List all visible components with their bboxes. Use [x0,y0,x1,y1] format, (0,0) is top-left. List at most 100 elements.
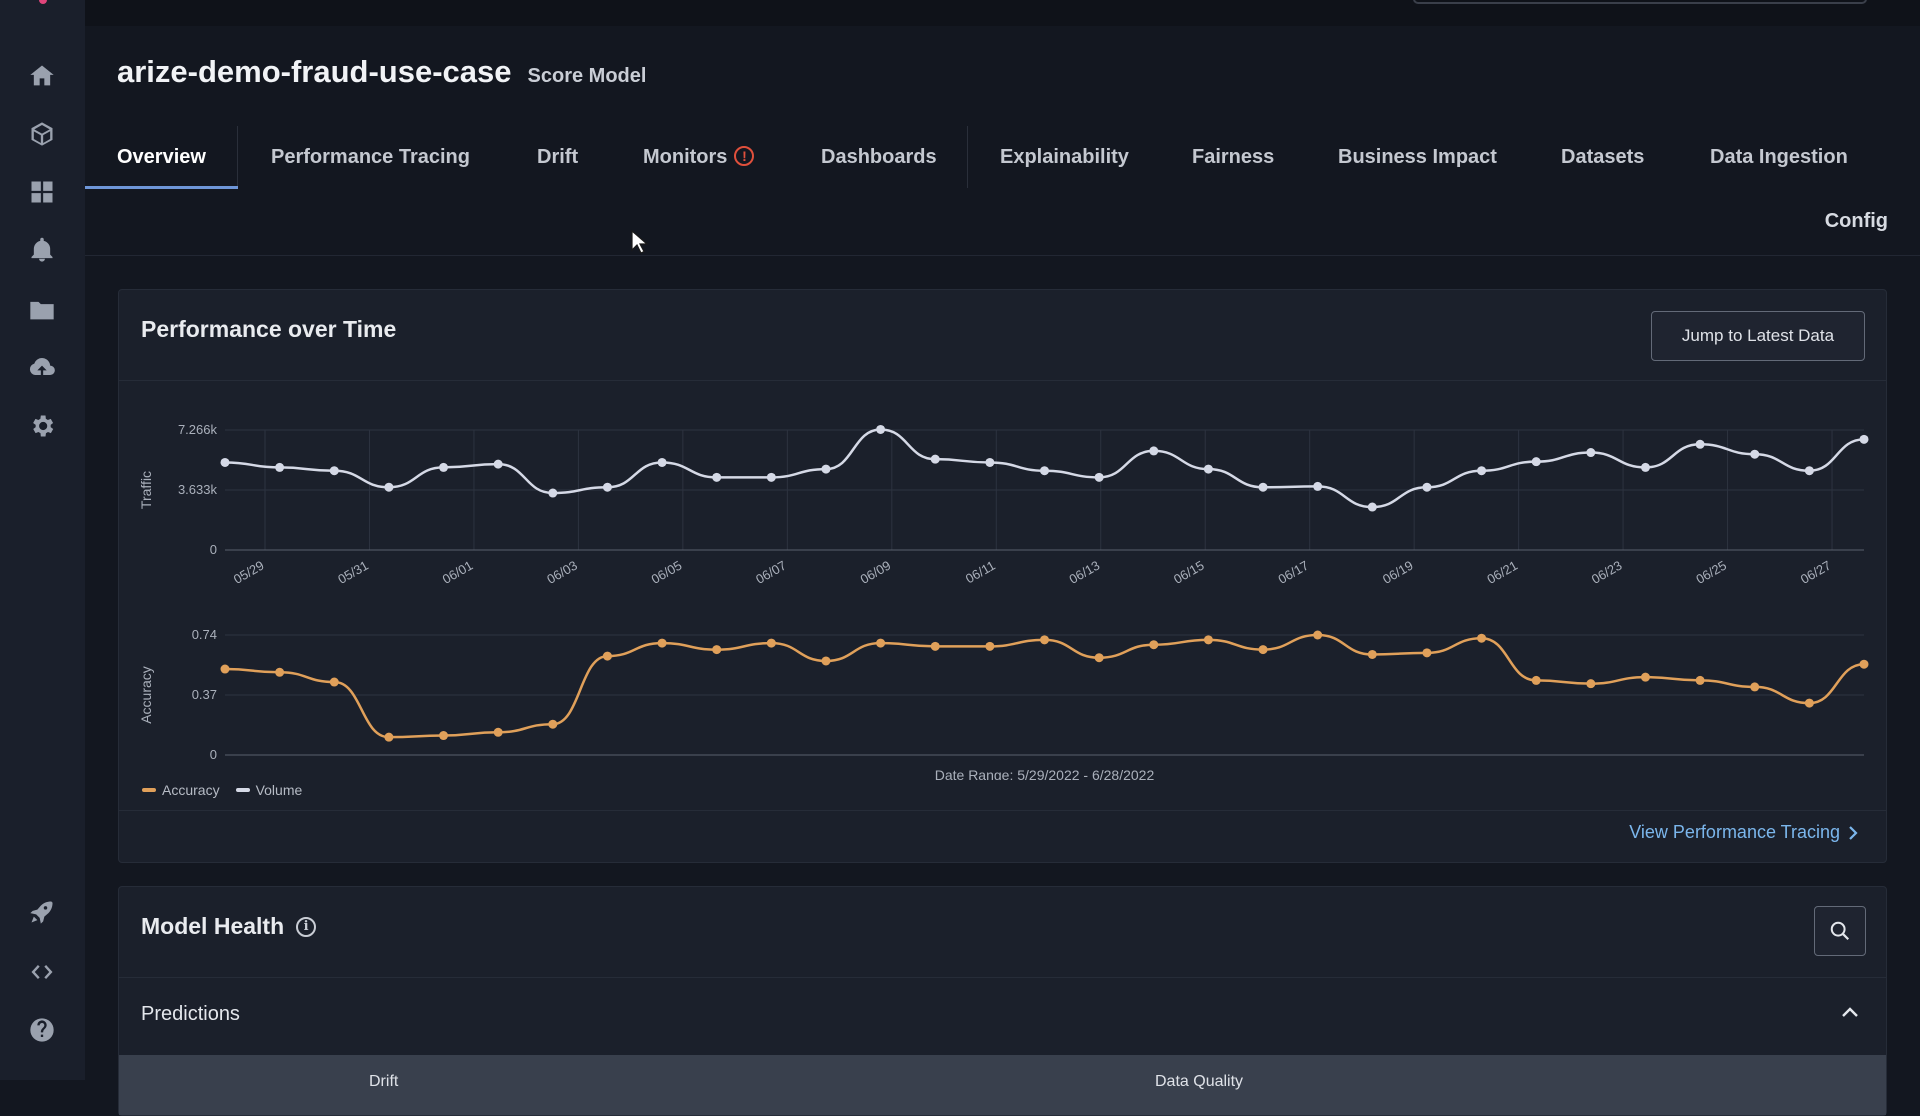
data-point [1313,481,1323,491]
model-health-card: Model Health i Predictions Drift Data Qu… [118,886,1887,1116]
health-table-header: Drift Data Quality [119,1055,1886,1115]
data-point [1203,635,1213,645]
chevron-up-icon[interactable] [1840,1003,1860,1023]
page-subtitle: Score Model [527,65,647,87]
divider [85,255,1920,256]
grid-icon[interactable] [26,176,58,208]
page-title: arize-demo-fraud-use-case [117,54,512,89]
folder-icon[interactable] [26,294,58,326]
tab-dashboards[interactable]: Dashboards [821,126,937,190]
data-point [1422,482,1432,492]
tab-label: Overview [117,146,206,168]
column-header-data-quality[interactable]: Data Quality [1155,1073,1244,1090]
y-tick-label: 0 [210,542,217,557]
tab-monitors[interactable]: Monitors! [643,126,755,190]
data-point [657,457,667,467]
rocket-icon[interactable] [26,896,58,928]
data-point [1750,682,1760,692]
tab-data-ingestion[interactable]: Data Ingestion [1710,126,1848,190]
y-tick-label: 0 [210,747,217,762]
x-tick-label: 05/31 [335,558,371,587]
data-point [1094,653,1104,663]
view-performance-tracing-link[interactable]: View Performance Tracing [1629,822,1858,843]
y-tick-label: 7.266k [178,422,218,437]
x-tick-label: 06/21 [1484,558,1520,587]
data-point [1094,472,1104,482]
data-point [1149,640,1159,650]
legend-label: Accuracy [162,782,220,798]
help-icon[interactable] [26,1014,58,1046]
y-axis-label: Accuracy [138,666,154,724]
x-tick-label: 06/01 [440,558,476,587]
data-point [1859,434,1869,444]
x-tick-label: 06/05 [649,558,685,587]
data-point [329,466,339,476]
x-tick-label: 06/13 [1067,558,1103,587]
chart-legend: Accuracy Volume [142,782,302,798]
logo[interactable] [39,0,47,4]
info-icon[interactable]: i [296,916,317,937]
settings-icon[interactable] [26,410,58,442]
tab-performance-tracing[interactable]: Performance Tracing [271,126,470,190]
data-point [1695,675,1705,685]
main-content: arize-demo-fraud-use-case Score Model Ov… [85,26,1920,1116]
search-button[interactable] [1814,906,1866,956]
jump-to-latest-button[interactable]: Jump to Latest Data [1651,311,1865,361]
cloud-upload-icon[interactable] [26,352,58,384]
data-point [930,641,940,651]
data-point [1477,466,1487,476]
tab-explainability[interactable]: Explainability [1000,126,1129,190]
x-tick-label: 06/27 [1798,558,1834,587]
data-point [602,651,612,661]
data-point [821,464,831,474]
title-row: arize-demo-fraud-use-case Score Model [117,54,646,90]
data-point [384,482,394,492]
x-tick-label: 06/07 [753,558,789,587]
global-search-input[interactable] [1413,0,1867,4]
data-point [1531,675,1541,685]
data-point [220,457,230,467]
data-point [1040,635,1049,645]
bell-icon[interactable] [26,234,58,266]
y-tick-label: 0.74 [192,627,217,642]
data-point [1477,633,1487,643]
data-point [1313,630,1323,640]
data-point [1531,457,1541,467]
data-point [766,472,776,482]
tab-fairness[interactable]: Fairness [1192,126,1274,190]
data-point [602,482,612,492]
tab-drift[interactable]: Drift [537,126,578,190]
data-point [930,454,940,464]
data-point [548,488,558,498]
data-point [876,638,886,648]
legend-item-volume[interactable]: Volume [235,782,302,798]
performance-chart[interactable]: 05/29 05/31 06/01 06/03 06/05 06/07 06/09 06/11… [119,380,1888,780]
data-point [329,677,339,687]
data-point [821,656,831,666]
data-point [1586,448,1596,458]
config-link[interactable]: Config [1824,210,1888,232]
y-tick-label: 0.37 [192,687,217,702]
x-tick-label: 06/23 [1589,558,1625,587]
tab-label: Dashboards [821,146,937,168]
tab-label: Business Impact [1338,146,1497,168]
code-icon[interactable] [26,956,58,988]
data-point [985,641,995,651]
tab-business-impact[interactable]: Business Impact [1338,126,1497,190]
tab-overview[interactable]: Overview [117,126,206,190]
top-bar [85,0,1920,26]
tab-divider [967,126,968,188]
data-point [876,424,886,434]
home-icon[interactable] [26,60,58,92]
tab-bar: Overview Performance Tracing Drift Monit… [85,126,1920,190]
data-point [1422,648,1432,658]
tab-datasets[interactable]: Datasets [1561,126,1644,190]
alert-circle-icon: ! [734,146,755,166]
predictions-section-header[interactable]: Predictions [119,977,1886,1055]
legend-swatch [235,788,250,792]
cube-icon[interactable] [26,118,58,150]
series-line-volume [224,428,1865,509]
legend-item-accuracy[interactable]: Accuracy [142,782,220,798]
data-point [1695,439,1705,449]
column-header-drift[interactable]: Drift [369,1073,399,1090]
